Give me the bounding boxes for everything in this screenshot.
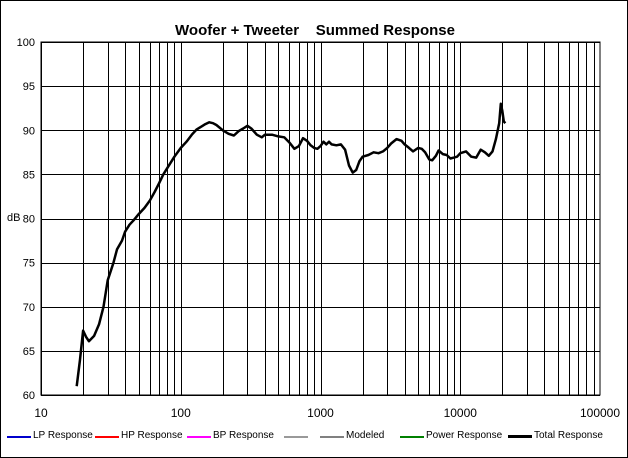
y-tick-label: 65: [23, 346, 35, 358]
chart-title: Woofer + Tweeter Summed Response: [175, 22, 455, 39]
y-tick-label: 75: [23, 258, 35, 270]
series-layer: [75, 102, 507, 387]
legend-label: BP Response: [213, 430, 274, 441]
y-tick-label: 90: [23, 125, 35, 137]
y-tick-label: 80: [23, 214, 35, 226]
x-tick-label: 1000: [307, 406, 334, 420]
x-tick-label: 100000: [580, 406, 620, 420]
legend-swatch: [7, 436, 31, 438]
legend-label: Modeled: [346, 430, 385, 441]
x-tick-label: 10: [34, 406, 48, 420]
legend-swatch: [284, 436, 308, 438]
series-line-total-response: [75, 102, 507, 387]
legend-label: Total Response: [534, 430, 603, 441]
legend-label: LP Response: [33, 430, 93, 441]
y-tick-label: 70: [23, 302, 35, 314]
y-tick-label: 85: [23, 169, 35, 181]
x-tick-label: 10000: [444, 406, 478, 420]
y-tick-label: 60: [23, 390, 35, 402]
legend-swatch: [320, 436, 344, 438]
plot-area: [40, 41, 601, 396]
grid-lines: [40, 41, 601, 396]
legend-label: Power Response: [426, 430, 503, 441]
y-tick-label: 100: [17, 37, 35, 49]
legend-swatch: [95, 436, 119, 438]
x-tick-label: 100: [171, 406, 191, 420]
legend-swatch: [400, 436, 424, 438]
y-tick-label: 95: [23, 81, 35, 93]
legend-swatch: [187, 436, 211, 438]
y-axis-label: dB: [7, 212, 20, 224]
legend-label: HP Response: [121, 430, 183, 441]
chart-legend: LP Response HP Response BP Response Modeled…: [7, 429, 607, 445]
legend-swatch: [508, 435, 532, 438]
tick-labels: 60 65 70 75 80 85 90 95 100 10 100 1000 10000 100000: [17, 37, 621, 420]
